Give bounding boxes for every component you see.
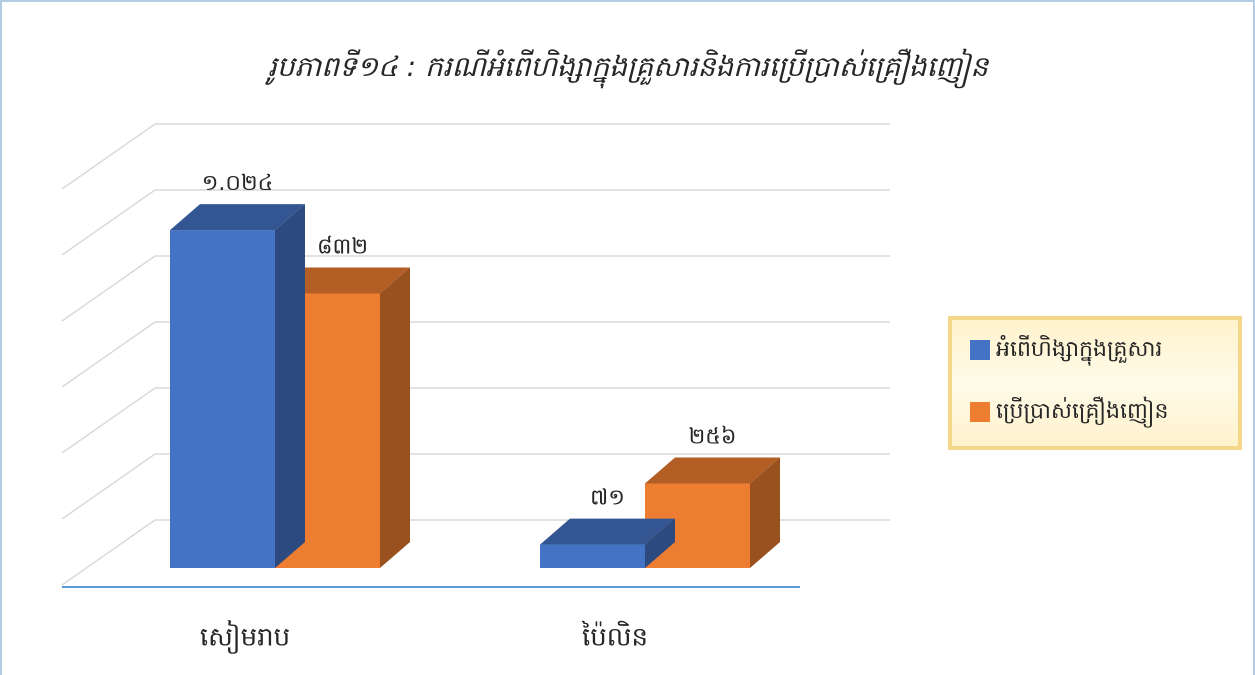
bar-top: [645, 457, 780, 484]
legend-swatch: [970, 402, 990, 422]
data-label: ៨៣២: [317, 234, 368, 259]
legend-label: អំពើហិង្សាក្នុងគ្រួសារ: [996, 335, 1162, 366]
data-label: ១.០២៤: [202, 171, 273, 196]
grid-line: [61, 123, 156, 190]
data-label: ២៥៦: [689, 425, 737, 450]
grid-line: [61, 519, 156, 586]
grid-line: [61, 453, 156, 520]
bar-top: [275, 267, 410, 294]
chart-title: រូបភាពទី១៤ : ករណីអំពើហិង្សាក្នុងគ្រួសារន…: [265, 48, 991, 89]
bar-side: [750, 457, 780, 568]
data-label: ៧១: [590, 486, 625, 511]
bar-top: [540, 518, 675, 545]
grid-line: [61, 255, 156, 322]
legend-box: [948, 316, 1242, 450]
x-tick-label: ប៉ៃលិន: [581, 621, 648, 653]
bar-side: [645, 518, 675, 568]
bar: [540, 544, 645, 568]
grid-line: [61, 189, 156, 256]
bar-side: [380, 267, 410, 568]
bar: [170, 230, 275, 568]
legend-label: ប្រើប្រាស់គ្រឿងញៀន: [996, 396, 1168, 428]
grid-line: [61, 321, 156, 388]
x-tick-label: សៀមរាប: [200, 620, 290, 655]
grid-line: [61, 387, 156, 454]
legend-swatch: [970, 340, 990, 360]
bar-top: [170, 204, 305, 231]
bar-side: [275, 204, 305, 568]
